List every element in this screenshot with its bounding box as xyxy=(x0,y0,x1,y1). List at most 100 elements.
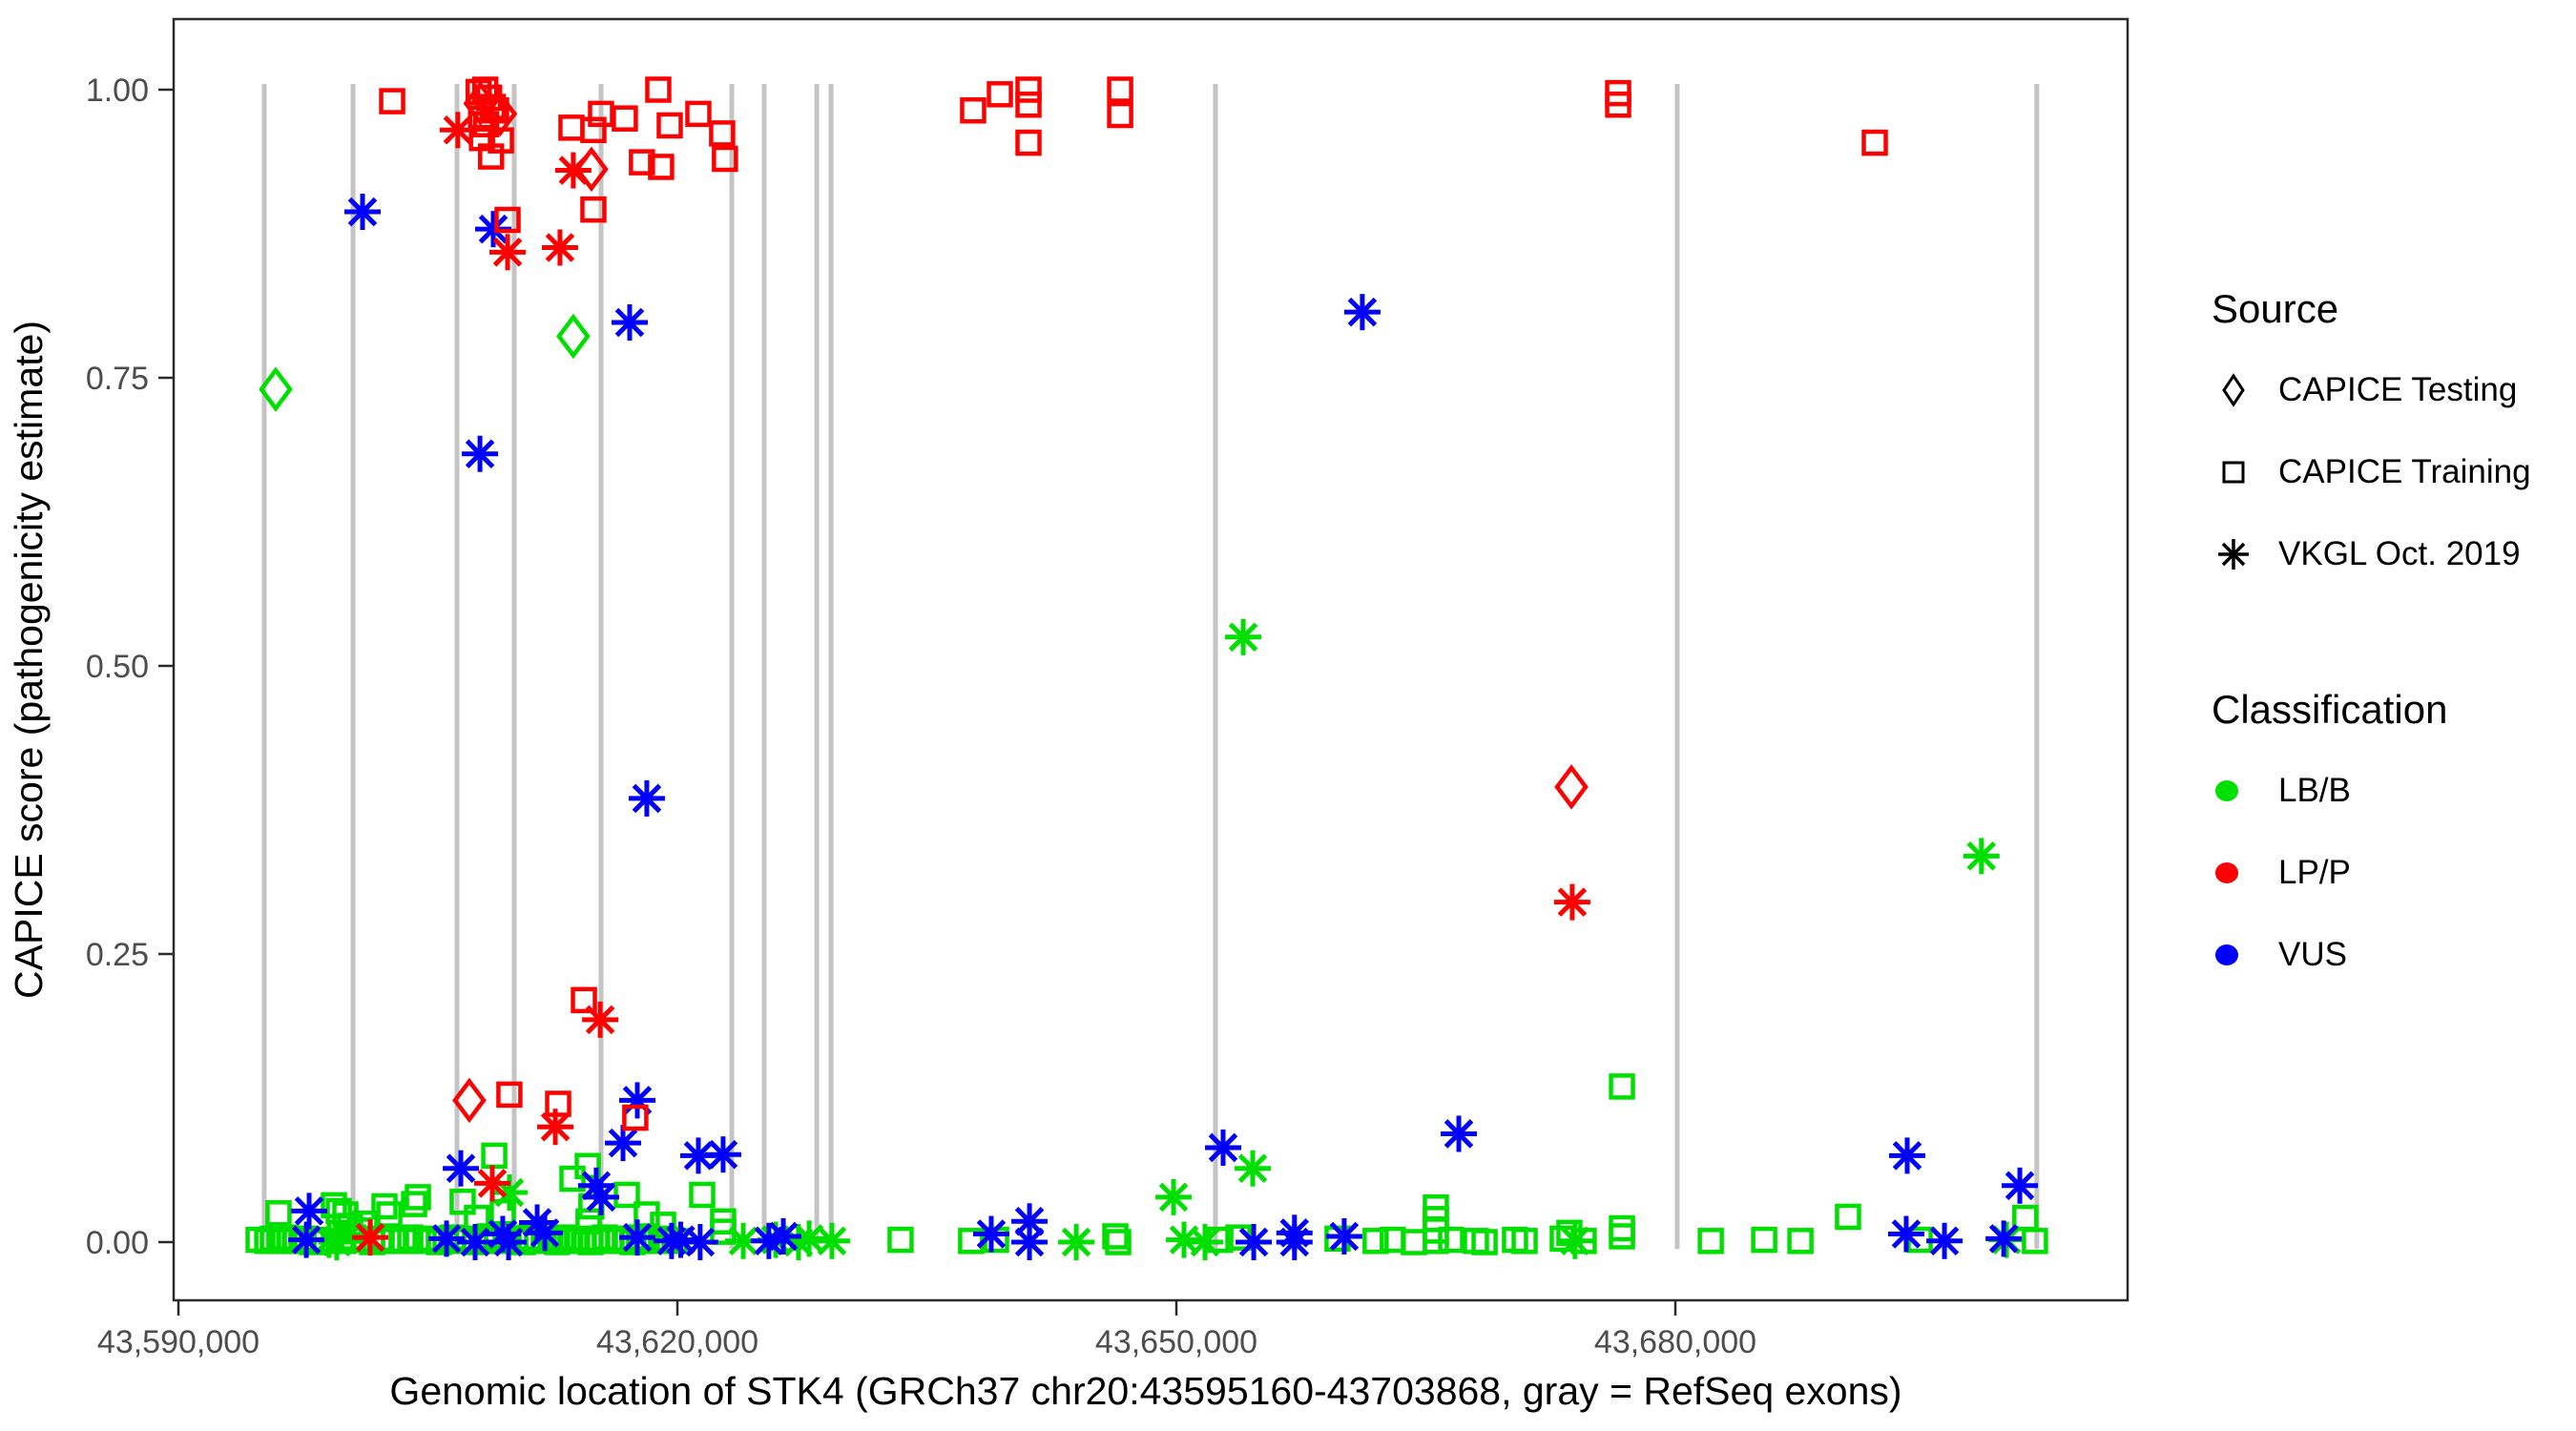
legend-item-capice-training: CAPICE Training xyxy=(2212,431,2555,513)
data-point-square xyxy=(1609,1223,1635,1250)
data-point-asterisk xyxy=(291,1192,328,1230)
data-point-square xyxy=(571,986,597,1014)
data-point-square xyxy=(712,145,738,173)
data-point-square xyxy=(545,1090,571,1117)
data-point-square xyxy=(622,1104,649,1131)
data-point-square xyxy=(612,105,638,132)
data-point-square xyxy=(390,1226,417,1254)
x-axis: 43,590,000 43,620,000 43,650,000 43,680,000… xyxy=(97,1300,1902,1413)
x-tick-label: 43,650,000 xyxy=(1095,1324,1257,1360)
data-point-square xyxy=(656,112,683,139)
legend: Source CAPICE Testing CAPICE Training VK… xyxy=(2212,286,2555,996)
data-point-asterisk xyxy=(1236,1224,1273,1260)
legend-item-label: LP/P xyxy=(2278,854,2351,891)
y-axis: 0.00 0.25 0.50 0.75 1.00 CAPICE score (pathog… xyxy=(7,73,174,1261)
data-point-asterisk xyxy=(1276,1224,1313,1260)
data-point-square xyxy=(960,96,987,124)
data-point-square xyxy=(1107,76,1133,103)
data-point-square xyxy=(987,81,1013,108)
data-point-asterisk xyxy=(2002,1167,2039,1204)
data-point-square xyxy=(1423,1228,1449,1255)
series-vus-asterisk xyxy=(288,194,2039,1260)
square-outline-icon xyxy=(2212,450,2265,494)
data-point-square xyxy=(1697,1228,1724,1255)
legend-item-lbb: LB/B xyxy=(2212,750,2555,832)
data-point-square xyxy=(580,116,607,144)
data-point-asterisk xyxy=(765,1217,802,1255)
data-point-asterisk xyxy=(1325,1217,1362,1255)
data-point-square xyxy=(689,1181,716,1209)
data-point-asterisk xyxy=(1553,883,1590,921)
data-point-asterisk xyxy=(1889,1137,1926,1174)
data-point-square xyxy=(709,120,736,147)
legend-item-capice-testing: CAPICE Testing xyxy=(2212,349,2555,431)
lbb-color-dot-icon xyxy=(2215,780,2238,801)
data-point-asterisk xyxy=(537,1109,574,1146)
y-axis-title: CAPICE score (pathogenicity estimate) xyxy=(7,321,51,999)
data-point-asterisk xyxy=(343,194,381,231)
data-point-square xyxy=(494,206,521,234)
data-point-asterisk xyxy=(972,1215,1009,1253)
x-tick-label: 43,590,000 xyxy=(97,1324,260,1360)
data-point-square xyxy=(401,1191,427,1217)
y-tick-label: 0.25 xyxy=(86,937,149,973)
data-point-asterisk xyxy=(750,1222,787,1259)
data-point-diamond xyxy=(1554,764,1589,810)
data-point-square xyxy=(449,1188,476,1215)
data-point-asterisk xyxy=(443,1150,480,1187)
series-lpp-diamond xyxy=(452,80,1589,1124)
data-point-asterisk xyxy=(582,1001,619,1038)
data-point-asterisk xyxy=(541,229,578,266)
data-point-square xyxy=(685,100,712,128)
legend-item-label: LB/B xyxy=(2278,772,2351,809)
data-point-asterisk xyxy=(288,1221,325,1258)
data-point-asterisk xyxy=(462,435,499,472)
data-point-diamond xyxy=(574,146,609,193)
data-point-square xyxy=(496,1081,523,1109)
data-point-asterisk xyxy=(490,1224,528,1260)
data-point-asterisk xyxy=(1343,294,1381,331)
data-point-asterisk xyxy=(457,1224,494,1260)
lpp-color-dot-icon xyxy=(2215,862,2238,883)
data-point-square xyxy=(1015,76,1042,103)
data-point-asterisk xyxy=(582,1178,619,1215)
data-point-square xyxy=(379,88,405,114)
legend-item-label: CAPICE Testing xyxy=(2278,371,2518,408)
data-point-square xyxy=(1015,91,1042,118)
data-point-square xyxy=(1362,1228,1389,1255)
data-point-asterisk xyxy=(489,234,527,271)
data-point-square xyxy=(629,149,655,176)
data-point-asterisk xyxy=(611,304,648,342)
data-point-asterisk xyxy=(1204,1129,1241,1166)
data-point-asterisk xyxy=(439,112,476,149)
y-tick-label: 1.00 xyxy=(86,73,149,109)
data-point-asterisk xyxy=(1011,1224,1049,1260)
data-point-square xyxy=(376,1201,403,1228)
data-point-square xyxy=(559,1165,586,1192)
series-lpp-square xyxy=(379,76,1888,1131)
x-tick-label: 43,680,000 xyxy=(1594,1324,1756,1360)
data-point-diamond xyxy=(463,80,498,127)
data-point-square xyxy=(265,1200,292,1227)
data-point-asterisk xyxy=(813,1222,850,1259)
data-point-square xyxy=(397,1224,424,1251)
data-point-asterisk xyxy=(662,1221,699,1258)
data-point-asterisk xyxy=(1058,1224,1095,1260)
data-point-asterisk xyxy=(527,1214,564,1252)
data-point-asterisk xyxy=(428,1220,466,1257)
data-point-asterisk xyxy=(352,1219,389,1256)
data-point-asterisk xyxy=(318,1224,355,1260)
data-point-square xyxy=(477,143,505,170)
data-point-square xyxy=(648,154,675,180)
data-point-asterisk xyxy=(628,779,665,817)
data-point-square xyxy=(1105,1229,1132,1255)
data-point-asterisk xyxy=(475,211,512,248)
data-point-square xyxy=(1511,1228,1538,1255)
legend-item-label: VKGL Oct. 2019 xyxy=(2278,535,2521,572)
data-point-asterisk xyxy=(618,1219,655,1256)
data-point-square xyxy=(1107,101,1133,129)
data-point-square xyxy=(1605,91,1631,118)
data-point-square xyxy=(1471,1229,1498,1255)
data-point-asterisk xyxy=(1926,1222,1963,1259)
